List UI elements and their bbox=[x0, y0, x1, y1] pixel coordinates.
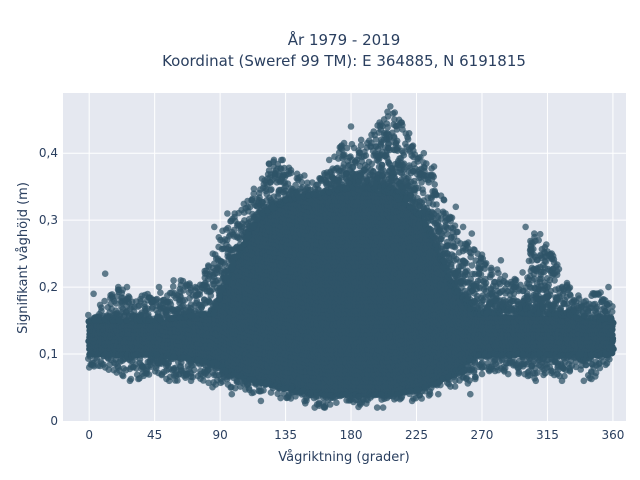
data-points bbox=[85, 103, 617, 411]
